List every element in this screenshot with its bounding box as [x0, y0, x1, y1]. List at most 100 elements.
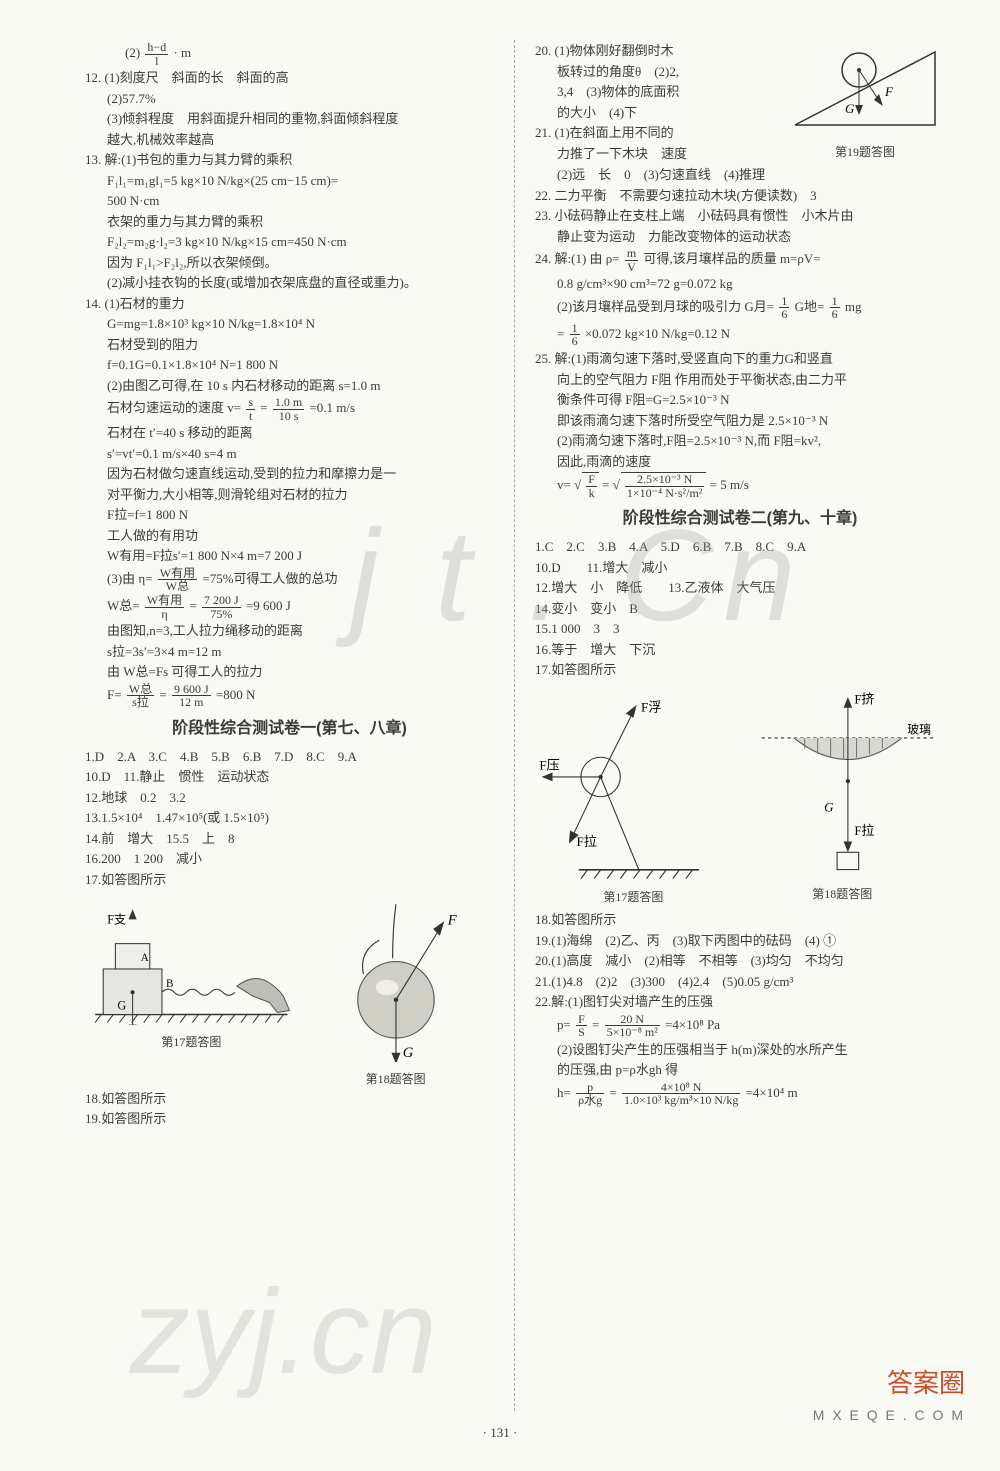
fig18-wrap: F G 第18题答图 — [306, 893, 486, 1087]
q12-3b: 越大,机械效率越高 — [85, 130, 494, 150]
text: =4×10⁸ Pa — [665, 1017, 720, 1032]
text: = — [602, 477, 609, 492]
fraction: st — [244, 396, 257, 422]
q24-2: 0.8 g/cm³×90 cm³=72 g=0.072 kg — [535, 274, 945, 294]
fig17r-wrap: F浮 F压 F拉 第17题答图 — [535, 684, 732, 906]
fig17-caption: 第17题答图 — [85, 1033, 298, 1051]
fig17-wrap: F支 A B G 第17题答图 — [85, 893, 298, 1087]
q14-16: 由图知,n=3,工人拉力绳移动的距离 — [85, 621, 494, 641]
text: =9 600 J — [246, 598, 291, 613]
fig17-G: G — [117, 999, 126, 1013]
q14-7: 石材在 t′=40 s 移动的距离 — [85, 423, 494, 443]
fig18-G: G — [402, 1046, 413, 1062]
sec1-10: 10.D 11.静止 惯性 运动状态 — [85, 767, 494, 787]
text: (2) — [125, 45, 140, 60]
sec1-14: 14.前 增大 15.5 上 8 — [85, 829, 494, 849]
fraction: 16 — [568, 322, 582, 348]
q14-2: G=mg=1.8×10³ kg×10 N/kg=1.8×10⁴ N — [85, 314, 494, 334]
text: = — [592, 1017, 599, 1032]
sec2-22p: p= FS = 20 N5×10⁻⁸ m² =4×10⁸ Pa — [535, 1013, 945, 1039]
text: 石材匀速运动的速度 v= — [107, 400, 241, 415]
q11-2: (2) h−dl · m — [85, 41, 494, 67]
fig17r-Ff: F浮 — [641, 699, 661, 714]
q14-4: f=0.1G=0.1×1.8×10⁴ N=1 800 N — [85, 355, 494, 375]
sqrt: Fk — [582, 472, 599, 499]
q13-3: 500 N·cm — [85, 191, 494, 211]
q25-3: 衡条件可得 F阻=G=2.5×10⁻³ N — [535, 390, 945, 410]
fig18-caption: 第18题答图 — [306, 1070, 486, 1088]
sec2-choices: 1.C 2.C 3.B 4.A 5.D 6.B 7.B 8.C 9.A — [535, 537, 945, 557]
text: = 5 m/s — [710, 477, 749, 492]
fraction: W总s拉 — [125, 683, 156, 709]
q23b: 静止变为运动 力能改变物体的运动状态 — [535, 227, 945, 247]
section1-title: 阶段性综合测试卷一(第七、八章) — [85, 717, 494, 741]
text: =0.1 m/s — [309, 400, 355, 415]
q13-6: 因为 F₁l₁>F₂l₂,所以衣架倾倒。 — [85, 253, 494, 273]
q14-13: W有用=F拉s′=1 800 N×4 m=7 200 J — [85, 546, 494, 566]
text: h= — [557, 1085, 571, 1100]
q14-18: 由 W总=Fs 可得工人的拉力 — [85, 662, 494, 682]
fraction: 7 200 J75% — [200, 594, 243, 620]
fraction: 20 N5×10⁻⁸ m² — [603, 1013, 662, 1039]
q14-14: (3)由 η= W有用W总 =75%可得工人做的总功 — [85, 567, 494, 593]
fig18-svg: F G — [306, 893, 486, 1062]
sec2-22d: (2)设图钉尖产生的压强相当于 h(m)深处的水所产生 — [535, 1040, 945, 1060]
sec2-22: 22.解:(1)图钉尖对墙产生的压强 — [535, 992, 945, 1012]
sec2-22e: 的压强,由 p=ρ水gh 得 — [535, 1060, 945, 1080]
q20-4: 的大小 (4)下 — [535, 103, 785, 123]
fraction: 4×10⁸ N1.0×10³ kg/m³×10 N/kg — [620, 1081, 742, 1107]
fraction: W有用η — [143, 594, 186, 620]
fig18r-caption: 第18题答图 — [740, 885, 945, 903]
q25-1: 25. 解:(1)雨滴匀速下落时,受竖直向下的重力G和竖直 — [535, 349, 945, 369]
q14-1: 14. (1)石材的重力 — [85, 294, 494, 314]
q22: 22. 二力平衡 不需要匀速拉动木块(方便读数) 3 — [535, 186, 945, 206]
text: 24. 解:(1) 由 ρ= — [535, 251, 620, 266]
fig17-A: A — [141, 952, 149, 964]
text: v= — [557, 477, 571, 492]
q25-5: (2)雨滴匀速下落时,F阻=2.5×10⁻³ N,而 F阻=kv², — [535, 431, 945, 451]
sec2-19: 19.(1)海绵 (2)乙、丙 (3)取下丙图中的砝码 (4) ① — [535, 931, 945, 951]
text: =75%可得工人做的总功 — [202, 571, 337, 586]
q14-12: 工人做的有用功 — [85, 526, 494, 546]
sec2-21: 21.(1)4.8 (2)2 (3)300 (4)2.4 (5)0.05 g/c… — [535, 972, 945, 992]
fig19-caption: 第19题答图 — [785, 143, 945, 161]
q13-2: F₁l₁=m₁gl₁=5 kg×10 N/kg×(25 cm−15 cm)= — [85, 171, 494, 191]
sec1-16: 16.200 1 200 减小 — [85, 849, 494, 869]
sec1-choices: 1.D 2.A 3.C 4.B 5.B 6.B 7.D 8.C 9.A — [85, 747, 494, 767]
text: = — [557, 326, 564, 341]
q14-6: 石材匀速运动的速度 v= st = 1.0 m10 s =0.1 m/s — [85, 396, 494, 422]
text: = — [189, 598, 196, 613]
q12-3a: (3)倾斜程度 用斜面提升相同的重物,斜面倾斜程度 — [85, 109, 494, 129]
q14-19: F= W总s拉 = 9 600 J12 m =800 N — [85, 683, 494, 709]
fig17-F: F支 — [107, 913, 126, 927]
sqrt: 2.5×10⁻³ N1×10⁻⁴ N·s²/m² — [621, 472, 706, 499]
text: · m — [173, 45, 191, 60]
q21-1: 21. (1)在斜面上用不同的 — [535, 123, 785, 143]
text: (3)由 η= — [107, 571, 153, 586]
sec2-10: 10.D 11.增大 减小 — [535, 558, 945, 578]
fig18r-G: G — [824, 799, 834, 814]
text: = — [260, 400, 267, 415]
sec1-figs: F支 A B G 第17题答图 — [85, 893, 494, 1087]
fraction: pρ水g — [574, 1081, 606, 1107]
q14-8: s′=vt′=0.1 m/s×40 s=4 m — [85, 444, 494, 464]
text: = — [159, 687, 166, 702]
fraction: 16 — [777, 295, 791, 321]
fig18-F: F — [446, 913, 457, 929]
sec2-15: 15.1 000 3 3 — [535, 619, 945, 639]
sec1-17: 17.如答图所示 — [85, 870, 494, 890]
fraction: W有用W总 — [156, 567, 199, 593]
q14-17: s拉=3s′=3×4 m=12 m — [85, 642, 494, 662]
q14-11: F拉=f=1 800 N — [85, 505, 494, 525]
fig18r-glass: 玻璃 — [907, 722, 931, 736]
fig17-B: B — [166, 979, 173, 991]
fraction: 16 — [828, 295, 842, 321]
q13-7: (2)减小挂衣钩的长度(或增加衣架底盘的直径或重力)。 — [85, 273, 494, 293]
q20-block: 20. (1)物体刚好翻倒时木 板转过的角度θ (2)2, 3,4 (3)物体的… — [535, 40, 945, 164]
text: (2)该月壤样品受到月球的吸引力 G月= — [557, 299, 774, 314]
fig18r-svg: 玻璃 F挤 G F拉 — [740, 684, 945, 878]
fig18r-wrap: 玻璃 F挤 G F拉 第18题答图 — [740, 684, 945, 906]
q24-1: 24. 解:(1) 由 ρ= mV 可得,该月壤样品的质量 m=ρV= — [535, 247, 945, 273]
fig19-svg: F G — [785, 40, 945, 135]
text: ×0.072 kg×10 N/kg=0.12 N — [585, 326, 730, 341]
